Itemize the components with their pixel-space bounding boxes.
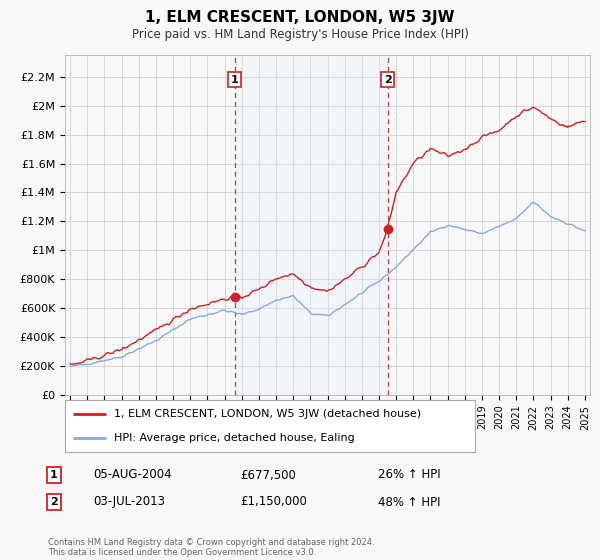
Text: 26% ↑ HPI: 26% ↑ HPI bbox=[378, 469, 440, 482]
Text: 2: 2 bbox=[50, 497, 58, 507]
Text: 1, ELM CRESCENT, LONDON, W5 3JW: 1, ELM CRESCENT, LONDON, W5 3JW bbox=[145, 10, 455, 25]
Text: 48% ↑ HPI: 48% ↑ HPI bbox=[378, 496, 440, 508]
Text: HPI: Average price, detached house, Ealing: HPI: Average price, detached house, Eali… bbox=[114, 433, 355, 443]
Text: 1: 1 bbox=[230, 74, 238, 85]
Text: £1,150,000: £1,150,000 bbox=[240, 496, 307, 508]
Text: £677,500: £677,500 bbox=[240, 469, 296, 482]
Text: Contains HM Land Registry data © Crown copyright and database right 2024.
This d: Contains HM Land Registry data © Crown c… bbox=[48, 538, 374, 557]
Bar bbox=[235, 55, 388, 395]
Text: Price paid vs. HM Land Registry's House Price Index (HPI): Price paid vs. HM Land Registry's House … bbox=[131, 28, 469, 41]
Text: 1, ELM CRESCENT, LONDON, W5 3JW (detached house): 1, ELM CRESCENT, LONDON, W5 3JW (detache… bbox=[114, 409, 421, 419]
Text: 1: 1 bbox=[50, 470, 58, 480]
Text: 2: 2 bbox=[383, 74, 391, 85]
Text: 03-JUL-2013: 03-JUL-2013 bbox=[93, 496, 165, 508]
Text: 05-AUG-2004: 05-AUG-2004 bbox=[93, 469, 172, 482]
